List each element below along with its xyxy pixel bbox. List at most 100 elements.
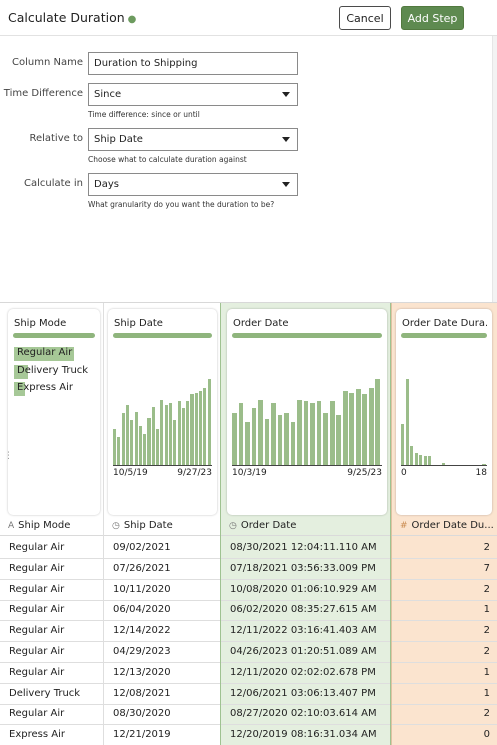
table-cell[interactable]: 0 [392,725,497,745]
histogram-bar[interactable] [264,418,270,465]
relative-to-select[interactable]: Ship Date [88,128,298,151]
table-cell[interactable]: 2 [392,538,497,559]
ship-mode-profile-card[interactable]: Ship Mode Regular Air Delivery Truck Exp… [8,309,100,515]
histogram-bar[interactable] [121,413,125,465]
table-cell[interactable]: 12/13/2020 [104,663,220,684]
table-cell[interactable]: 06/04/2020 [104,600,220,622]
histogram-bar[interactable] [482,464,486,465]
histogram-bar[interactable] [199,391,203,465]
table-cell[interactable]: 2 [392,580,497,601]
resize-handle-icon[interactable]: ⋮ [4,451,13,461]
histogram-bar[interactable] [368,387,374,465]
histogram-bar[interactable] [117,437,121,465]
histogram-bar[interactable] [203,387,207,465]
histogram-bar[interactable] [143,434,147,465]
histogram-bar[interactable] [173,420,177,465]
table-cell[interactable]: Express Air [0,725,103,745]
histogram-bar[interactable] [401,423,405,465]
histogram-bar[interactable] [441,463,445,465]
column-header-order-date[interactable]: ◷ Order Date [221,517,390,536]
time-difference-select[interactable]: Since [88,83,298,106]
histogram-bar[interactable] [428,456,432,465]
table-cell[interactable]: 12/08/2021 [104,684,220,705]
column-header-ship-date[interactable]: ◷ Ship Date [104,517,220,536]
table-cell[interactable]: 10/08/2020 01:06:10.929 AM [221,580,390,601]
histogram-bar[interactable] [297,399,302,465]
table-cell[interactable]: 12/20/2019 08:16:31.034 AM [221,725,390,745]
table-cell[interactable]: 12/11/2022 03:16:41.403 AM [221,621,390,643]
histogram-bar[interactable] [284,413,289,465]
table-cell[interactable]: 2 [392,642,497,663]
table-cell[interactable]: 04/26/2023 01:20:51.089 AM [221,642,390,663]
histogram-bar[interactable] [207,379,211,465]
table-cell[interactable]: 06/02/2020 08:35:27.615 AM [221,600,390,622]
table-cell[interactable]: 12/11/2020 02:02:02.678 PM [221,663,390,684]
table-cell[interactable]: 09/02/2021 [104,538,220,559]
calculate-in-select[interactable]: Days [88,173,298,196]
table-cell[interactable]: 1 [392,684,497,705]
histogram-bar[interactable] [410,446,414,465]
table-cell[interactable]: 12/21/2019 [104,725,220,745]
histogram-bar[interactable] [362,394,368,465]
histogram-bar[interactable] [323,413,328,465]
column-ship-mode[interactable]: Ship Mode Regular Air Delivery Truck Exp… [0,303,103,745]
histogram-bar[interactable] [303,401,309,465]
table-cell[interactable]: Regular Air [0,663,103,684]
histogram-bar[interactable] [290,422,296,465]
table-cell[interactable]: 1 [392,663,497,684]
histogram-bar[interactable] [160,399,164,465]
category-express-air[interactable]: Express Air [14,382,73,396]
histogram-bar[interactable] [355,389,361,465]
add-step-button[interactable]: Add Step [401,6,464,30]
histogram-bar[interactable] [329,401,335,465]
histogram-bar[interactable] [271,403,276,465]
table-cell[interactable]: 04/29/2023 [104,642,220,663]
table-cell[interactable]: 08/27/2020 02:10:03.614 AM [221,704,390,726]
table-cell[interactable]: Regular Air [0,538,103,559]
histogram-bar[interactable] [414,452,418,465]
column-order-date-duration[interactable]: Order Date Dura... 0 18 # Order Date Du..… [391,303,497,745]
table-cell[interactable]: 07/26/2021 [104,559,220,580]
histogram-bar[interactable] [147,417,151,465]
table-cell[interactable]: Regular Air [0,642,103,663]
histogram-bar[interactable] [164,404,168,465]
table-cell[interactable]: Regular Air [0,559,103,580]
table-cell[interactable]: Regular Air [0,580,103,601]
histogram-bar[interactable] [151,406,155,465]
histogram-bar[interactable] [156,428,160,465]
histogram-bar[interactable] [316,401,322,465]
table-cell[interactable]: 08/30/2020 [104,704,220,726]
column-ship-date[interactable]: Ship Date 10/5/19 9/27/23 ◷ Ship Date 09/… [103,303,220,745]
table-cell[interactable]: 07/18/2021 03:56:33.009 PM [221,559,390,580]
table-cell[interactable]: 12/06/2021 03:06:13.407 PM [221,684,390,705]
histogram-bar[interactable] [130,420,134,465]
histogram-bar[interactable] [310,403,315,465]
histogram-bar[interactable] [134,411,138,465]
order-date-histogram[interactable] [232,379,382,465]
table-cell[interactable]: 12/14/2022 [104,621,220,643]
category-delivery-truck[interactable]: Delivery Truck [14,365,88,379]
histogram-bar[interactable] [113,428,117,465]
table-cell[interactable]: Delivery Truck [0,684,103,705]
panel-scrollbar[interactable] [492,36,497,306]
histogram-bar[interactable] [238,403,244,465]
histogram-bar[interactable] [125,404,129,465]
histogram-bar[interactable] [336,415,342,465]
histogram-bar[interactable] [375,379,381,465]
histogram-bar[interactable] [251,408,257,465]
category-regular-air[interactable]: Regular Air [14,347,74,361]
ship-date-profile-card[interactable]: Ship Date 10/5/19 9/27/23 [108,309,217,515]
histogram-bar[interactable] [138,426,142,465]
column-header-duration[interactable]: # Order Date Du... [392,517,497,536]
table-cell[interactable]: 1 [392,600,497,622]
ship-date-histogram[interactable] [113,379,212,465]
order-date-profile-card[interactable]: Order Date 10/3/19 9/25/23 [227,309,387,515]
histogram-bar[interactable] [342,391,348,465]
table-cell[interactable]: 2 [392,704,497,726]
histogram-bar[interactable] [177,401,181,465]
table-cell[interactable]: 7 [392,559,497,580]
cancel-button[interactable]: Cancel [339,6,391,30]
table-cell[interactable]: 10/11/2020 [104,580,220,601]
histogram-bar[interactable] [168,403,173,465]
histogram-bar[interactable] [245,422,250,465]
